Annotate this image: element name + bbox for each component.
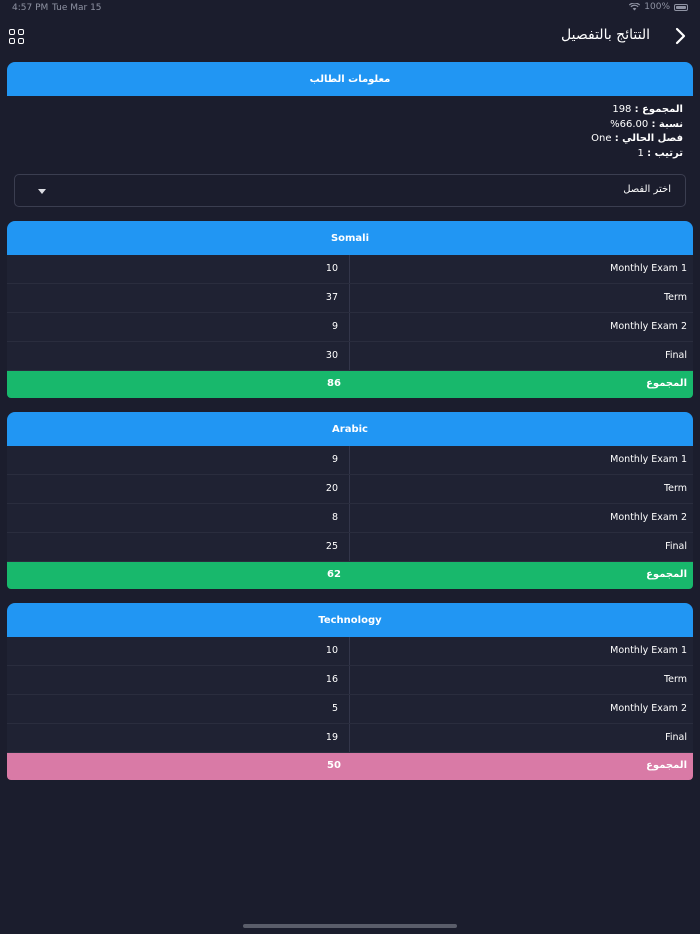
status-date: Tue Mar 15 bbox=[52, 3, 102, 13]
exam-name-cell: Term bbox=[350, 666, 693, 694]
exam-name: Term bbox=[663, 292, 687, 303]
subject-header: Arabic bbox=[7, 412, 693, 446]
exam-name: Term bbox=[663, 674, 687, 685]
subject-header: Somali bbox=[7, 221, 693, 255]
exam-name-cell: Monthly Exam 1 bbox=[350, 255, 693, 283]
battery-percent: 100% bbox=[644, 2, 670, 12]
caret-down-icon bbox=[38, 189, 46, 194]
score-value: 30 bbox=[325, 350, 338, 361]
score-value: 20 bbox=[325, 483, 338, 494]
score-row: 20 Term bbox=[7, 475, 693, 504]
exam-name-cell: Monthly Exam 2 bbox=[350, 695, 693, 723]
info-percent: نسبة : 66.00% bbox=[610, 118, 683, 130]
score-value: 25 bbox=[325, 541, 338, 552]
score-value: 9 bbox=[331, 454, 338, 465]
chevron-right-icon[interactable] bbox=[674, 26, 688, 46]
exam-name-cell: Monthly Exam 2 bbox=[350, 313, 693, 341]
score-value: 37 bbox=[325, 292, 338, 303]
class-select-label: اختر الفصل bbox=[623, 184, 671, 195]
score-row: 16 Term bbox=[7, 666, 693, 695]
score-value-cell: 16 bbox=[7, 666, 350, 694]
total-label: المجموع bbox=[646, 378, 687, 389]
score-row: 10 Monthly Exam 1 bbox=[7, 637, 693, 666]
score-value: 19 bbox=[325, 732, 338, 743]
score-row: 5 Monthly Exam 2 bbox=[7, 695, 693, 724]
exam-name-cell: Final bbox=[350, 724, 693, 752]
exam-name-cell: Final bbox=[350, 533, 693, 561]
score-value: 10 bbox=[325, 263, 338, 274]
total-value: 86 bbox=[327, 378, 341, 389]
grid-icon[interactable] bbox=[9, 29, 24, 44]
info-rank: ترتيب : 1 bbox=[637, 147, 683, 159]
total-row: 50 المجموع bbox=[7, 753, 693, 780]
exam-name: Final bbox=[665, 732, 687, 743]
exam-name-cell: Monthly Exam 2 bbox=[350, 504, 693, 532]
nav-bar: التتائج بالتفصيل bbox=[0, 22, 700, 50]
score-row: 10 Monthly Exam 1 bbox=[7, 255, 693, 284]
exam-name: Term bbox=[663, 483, 687, 494]
score-value: 16 bbox=[325, 674, 338, 685]
score-row: 30 Final bbox=[7, 342, 693, 371]
score-value-cell: 25 bbox=[7, 533, 350, 561]
page-title: التتائج بالتفصيل bbox=[561, 27, 650, 43]
exam-name: Monthly Exam 1 bbox=[610, 645, 687, 656]
score-value: 8 bbox=[331, 512, 338, 523]
subject-card: Somali 10 Monthly Exam 1 37 Term 9 Monthly Exa… bbox=[7, 221, 693, 398]
exam-name: Monthly Exam 1 bbox=[610, 263, 687, 274]
score-value-cell: 10 bbox=[7, 255, 350, 283]
score-value-cell: 37 bbox=[7, 284, 350, 312]
score-value-cell: 30 bbox=[7, 342, 350, 370]
status-bar: 4:57 PM Tue Mar 15 100% bbox=[0, 0, 700, 16]
score-value-cell: 10 bbox=[7, 637, 350, 665]
total-label: المجموع bbox=[646, 569, 687, 580]
exam-name-cell: Monthly Exam 1 bbox=[350, 637, 693, 665]
score-value: 5 bbox=[331, 703, 338, 714]
total-label: المجموع bbox=[646, 760, 687, 771]
info-class: فصل الحالي : One bbox=[591, 133, 683, 144]
subject-card: Arabic 9 Monthly Exam 1 20 Term 8 Monthly Exam… bbox=[7, 412, 693, 589]
wifi-icon bbox=[629, 3, 641, 11]
subject-card: Technology 10 Monthly Exam 1 16 Term 5 Monthly… bbox=[7, 603, 693, 780]
score-value-cell: 19 bbox=[7, 724, 350, 752]
exam-name: Monthly Exam 2 bbox=[610, 321, 687, 332]
student-info: المجموع : 198 نسبة : 66.00% فصل الحالي :… bbox=[591, 103, 683, 161]
subject-header: Technology bbox=[7, 603, 693, 637]
exam-name: Monthly Exam 1 bbox=[610, 454, 687, 465]
status-indicators: 100% bbox=[629, 2, 688, 12]
score-value: 9 bbox=[331, 321, 338, 332]
score-row: 37 Term bbox=[7, 284, 693, 313]
score-value-cell: 20 bbox=[7, 475, 350, 503]
total-row: 86 المجموع bbox=[7, 371, 693, 398]
score-row: 9 Monthly Exam 2 bbox=[7, 313, 693, 342]
exam-name: Monthly Exam 2 bbox=[610, 512, 687, 523]
battery-icon bbox=[674, 3, 688, 11]
exam-name-cell: Term bbox=[350, 284, 693, 312]
score-value-cell: 5 bbox=[7, 695, 350, 723]
score-value: 10 bbox=[325, 645, 338, 656]
exam-name: Final bbox=[665, 350, 687, 361]
exam-name: Final bbox=[665, 541, 687, 552]
info-total: المجموع : 198 bbox=[612, 104, 683, 115]
total-value: 62 bbox=[327, 569, 341, 580]
score-row: 8 Monthly Exam 2 bbox=[7, 504, 693, 533]
total-value: 50 bbox=[327, 760, 341, 771]
class-select-dropdown[interactable]: اختر الفصل bbox=[14, 174, 686, 207]
score-row: 9 Monthly Exam 1 bbox=[7, 446, 693, 475]
score-row: 19 Final bbox=[7, 724, 693, 753]
exam-name-cell: Final bbox=[350, 342, 693, 370]
exam-name: Monthly Exam 2 bbox=[610, 703, 687, 714]
score-row: 25 Final bbox=[7, 533, 693, 562]
home-indicator[interactable] bbox=[243, 924, 457, 928]
exam-name-cell: Term bbox=[350, 475, 693, 503]
score-value-cell: 8 bbox=[7, 504, 350, 532]
score-value-cell: 9 bbox=[7, 446, 350, 474]
student-info-header: معلومات الطالب bbox=[7, 62, 693, 96]
total-row: 62 المجموع bbox=[7, 562, 693, 589]
score-value-cell: 9 bbox=[7, 313, 350, 341]
exam-name-cell: Monthly Exam 1 bbox=[350, 446, 693, 474]
status-time: 4:57 PM bbox=[12, 3, 49, 13]
